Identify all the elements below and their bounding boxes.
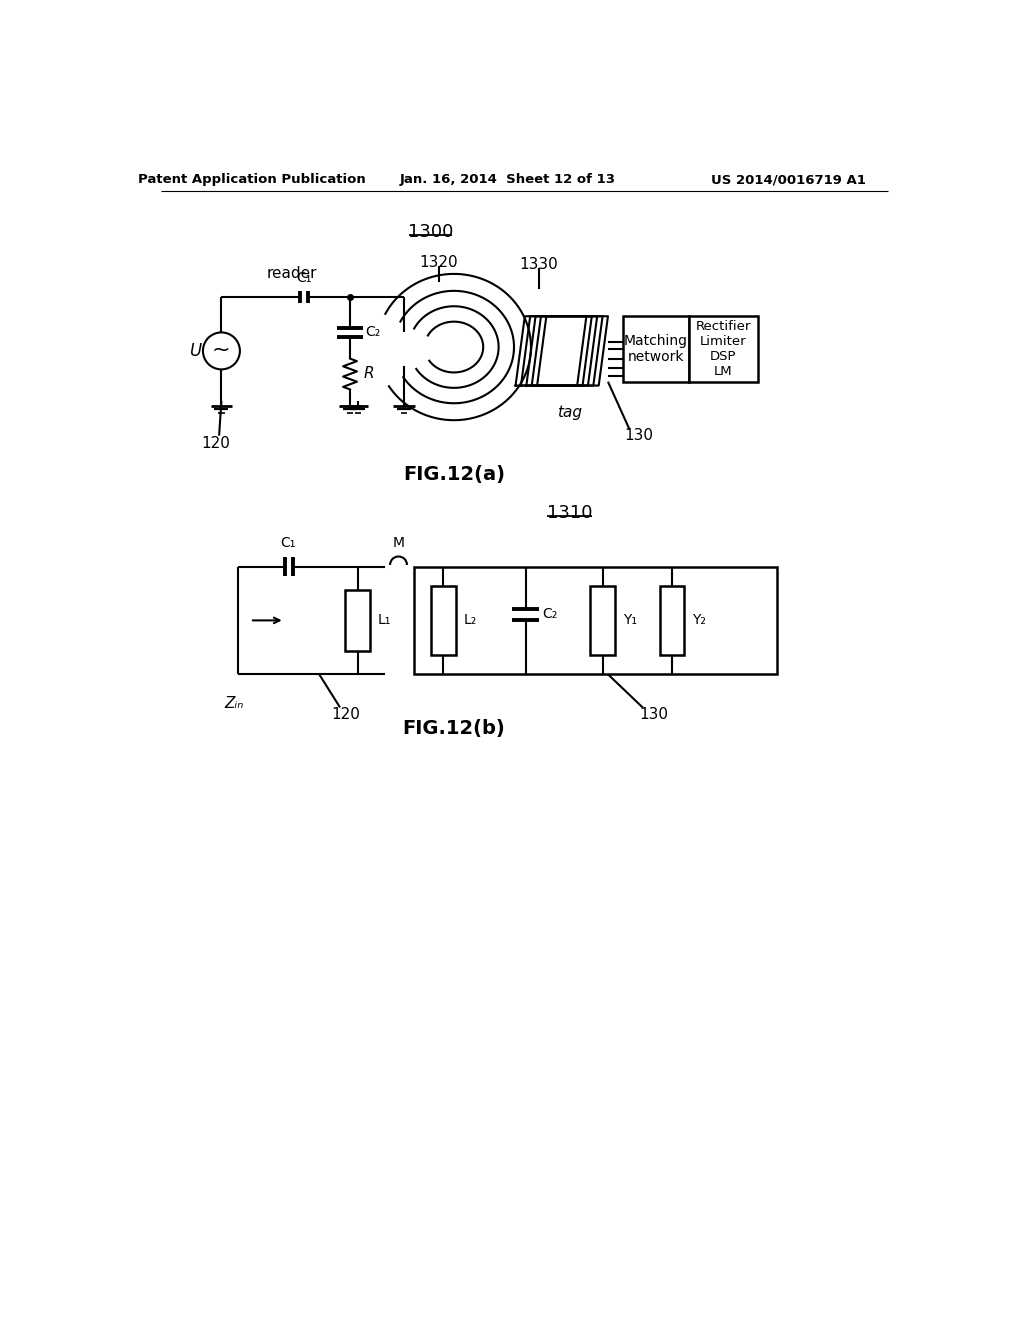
Bar: [624, 317, 689, 381]
Bar: [431, 586, 456, 655]
Text: 1310: 1310: [547, 504, 592, 521]
Text: 130: 130: [640, 706, 669, 722]
Text: 120: 120: [201, 436, 229, 451]
Text: Y₁: Y₁: [623, 614, 637, 627]
Text: R: R: [364, 367, 375, 381]
Text: C₂: C₂: [543, 607, 558, 622]
Text: Y₂: Y₂: [692, 614, 706, 627]
Text: FIG.12(a): FIG.12(a): [403, 465, 505, 483]
Text: C₁: C₁: [281, 536, 296, 549]
Text: M: M: [392, 536, 404, 549]
Text: 1300: 1300: [409, 223, 454, 240]
Text: U: U: [189, 342, 202, 360]
Bar: [689, 317, 758, 381]
Bar: [659, 586, 684, 655]
Text: FIG.12(b): FIG.12(b): [402, 718, 505, 738]
Text: ~: ~: [212, 339, 230, 359]
Text: L₂: L₂: [463, 614, 476, 627]
Text: US 2014/0016719 A1: US 2014/0016719 A1: [712, 173, 866, 186]
Text: Rectifier
Limiter
DSP
LM: Rectifier Limiter DSP LM: [695, 319, 752, 378]
Text: 1330: 1330: [519, 257, 558, 272]
Bar: [414, 566, 777, 675]
Text: 1320: 1320: [419, 255, 458, 269]
Text: Matching
network: Matching network: [624, 334, 688, 364]
Text: 130: 130: [625, 428, 653, 444]
Text: C₂: C₂: [366, 326, 381, 339]
Bar: [345, 590, 370, 651]
Text: Patent Application Publication: Patent Application Publication: [138, 173, 367, 186]
Text: 120: 120: [332, 706, 360, 722]
Text: C₁: C₁: [296, 271, 311, 285]
Text: Jan. 16, 2014  Sheet 12 of 13: Jan. 16, 2014 Sheet 12 of 13: [399, 173, 615, 186]
Text: L₁: L₁: [378, 614, 391, 627]
Bar: [590, 586, 614, 655]
Text: reader: reader: [267, 267, 317, 281]
Text: Zᵢₙ: Zᵢₙ: [225, 696, 244, 711]
Text: tag: tag: [557, 405, 582, 420]
